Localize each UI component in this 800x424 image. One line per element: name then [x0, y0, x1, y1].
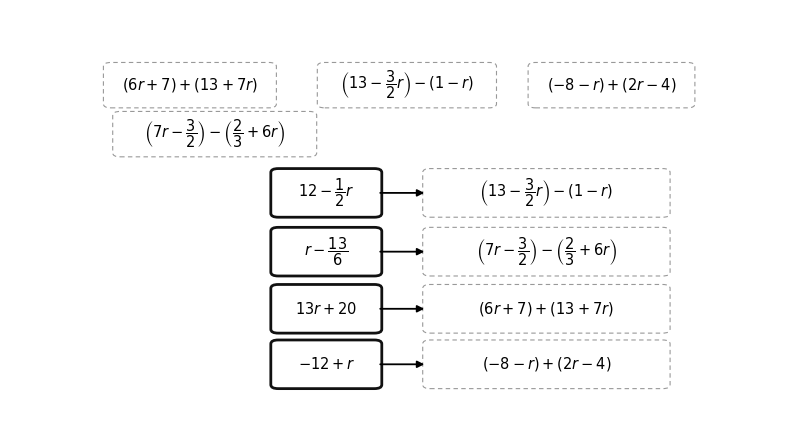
FancyBboxPatch shape — [422, 285, 670, 333]
FancyBboxPatch shape — [271, 227, 382, 276]
Text: $12-\dfrac{1}{2}r$: $12-\dfrac{1}{2}r$ — [298, 177, 354, 209]
Text: $(6r+7)+(13+7r)$: $(6r+7)+(13+7r)$ — [478, 300, 614, 318]
Text: $(-8-r)+(2r-4)$: $(-8-r)+(2r-4)$ — [482, 355, 611, 373]
FancyBboxPatch shape — [113, 112, 317, 157]
Text: $\left(13-\dfrac{3}{2}r\right)-\left(1-r\right)$: $\left(13-\dfrac{3}{2}r\right)-\left(1-r… — [340, 69, 474, 101]
Text: $\left(7r-\dfrac{3}{2}\right)-\left(\dfrac{2}{3}+6r\right)$: $\left(7r-\dfrac{3}{2}\right)-\left(\dfr… — [144, 118, 286, 151]
FancyBboxPatch shape — [271, 285, 382, 333]
Text: $13r+20$: $13r+20$ — [295, 301, 358, 317]
FancyBboxPatch shape — [422, 227, 670, 276]
Text: $(-8-r)+(2r-4)$: $(-8-r)+(2r-4)$ — [546, 76, 676, 94]
Text: $-12+r$: $-12+r$ — [298, 356, 355, 372]
Text: $r-\dfrac{13}{6}$: $r-\dfrac{13}{6}$ — [304, 235, 349, 268]
FancyBboxPatch shape — [422, 169, 670, 217]
FancyBboxPatch shape — [271, 169, 382, 217]
FancyBboxPatch shape — [422, 340, 670, 389]
FancyBboxPatch shape — [318, 62, 497, 108]
FancyBboxPatch shape — [271, 340, 382, 389]
FancyBboxPatch shape — [528, 62, 695, 108]
Text: $(6r+7)+(13+7r)$: $(6r+7)+(13+7r)$ — [122, 76, 258, 94]
Text: $\left(13-\dfrac{3}{2}r\right)-\left(1-r\right)$: $\left(13-\dfrac{3}{2}r\right)-\left(1-r… — [479, 177, 614, 209]
Text: $\left(7r-\dfrac{3}{2}\right)-\left(\dfrac{2}{3}+6r\right)$: $\left(7r-\dfrac{3}{2}\right)-\left(\dfr… — [476, 235, 617, 268]
FancyBboxPatch shape — [103, 62, 276, 108]
